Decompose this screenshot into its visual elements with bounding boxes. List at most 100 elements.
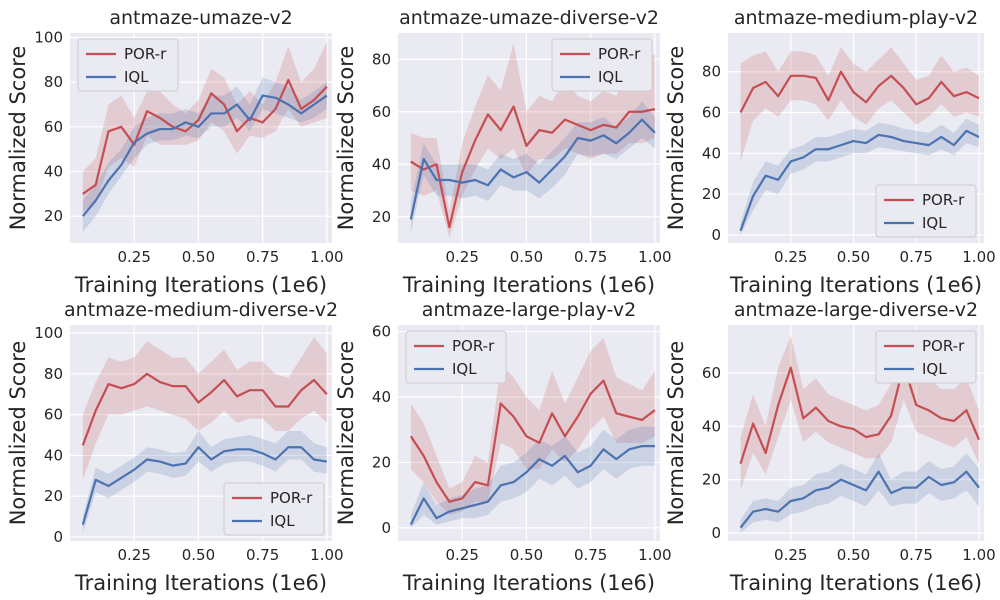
band-iql: [82, 430, 327, 533]
y-tick-label: 80: [702, 63, 721, 81]
band-por-r: [82, 41, 327, 212]
y-tick-label: 20: [44, 487, 63, 505]
legend-label-iql: IQL: [124, 68, 149, 86]
legend: POR-r IQL: [405, 330, 507, 384]
y-tick-label: 40: [44, 446, 63, 464]
x-tick-label: 1.00: [638, 546, 671, 564]
series-line-iql: [81, 446, 328, 526]
x-tick-label: 0.50: [837, 546, 870, 564]
band-iql: [740, 118, 979, 235]
chart-title: antmaze-umaze-diverse-v2: [399, 7, 659, 29]
chart-title: antmaze-large-diverse-v2: [734, 299, 978, 321]
legend-label-iql: IQL: [270, 512, 295, 530]
legend-label-por-r: POR-r: [598, 45, 641, 63]
y-tick-label: 60: [702, 364, 721, 382]
y-axis-label: Normalized Score: [334, 341, 358, 526]
y-tick-label: 60: [372, 103, 391, 121]
x-tick-label: 0.25: [774, 546, 807, 564]
y-tick-label: 80: [44, 73, 63, 91]
x-tick-label: 0.75: [246, 546, 279, 564]
x-tick-label: 0.50: [837, 248, 870, 266]
subplot-3: 0.25 0.50 0.75 1.00 0 20 40 60 80 antmaze-medium-…: [664, 7, 996, 297]
y-tick-label: 60: [702, 104, 721, 122]
series-line-por-r: [739, 70, 980, 114]
x-tick-label: 1.00: [310, 248, 343, 266]
band-por-r: [82, 337, 327, 480]
series-line-iql: [739, 129, 980, 232]
legend-label-por-r: POR-r: [922, 337, 965, 355]
chart-title: antmaze-medium-play-v2: [734, 7, 978, 29]
y-tick-label: 100: [34, 28, 63, 46]
band-iql: [410, 426, 655, 528]
chart-title: antmaze-umaze-v2: [109, 7, 292, 29]
x-tick-label: 1.00: [638, 248, 671, 266]
y-tick-label: 0: [711, 226, 721, 244]
legend-label-iql: IQL: [598, 68, 623, 86]
y-tick-label: 20: [372, 208, 391, 226]
subplot-1: 0.25 0.50 0.75 1.00 20 40 60 80 100 antmaze-umaze…: [6, 7, 344, 297]
x-axis-label: Training Iterations (1e6): [729, 571, 982, 595]
chart-title: antmaze-medium-diverse-v2: [64, 299, 338, 321]
legend-label-por-r: POR-r: [922, 191, 965, 209]
y-tick-label: 20: [44, 207, 63, 225]
legend: POR-r IQL: [875, 330, 977, 384]
y-tick-label: 100: [34, 324, 63, 342]
subplot-2: 0.25 0.50 0.75 1.00 20 40 60 80 antmaze-umaze-di…: [334, 7, 672, 297]
x-tick-label: 0.75: [900, 248, 933, 266]
y-tick-label: 60: [44, 406, 63, 424]
y-axis-label: Normalized Score: [334, 46, 358, 231]
y-axis-label: Normalized Score: [664, 341, 688, 526]
y-tick-label: 80: [44, 365, 63, 383]
y-tick-label: 40: [44, 163, 63, 181]
y-tick-label: 0: [711, 524, 721, 542]
x-axis-label: Training Iterations (1e6): [74, 273, 327, 297]
x-tick-label: 0.75: [574, 248, 607, 266]
x-tick-label: 0.25: [446, 248, 479, 266]
legend: POR-r IQL: [875, 184, 977, 238]
subplot-4: 0.25 0.50 0.75 1.00 0 20 40 60 80 100antmaze-medi…: [6, 299, 344, 595]
band-por-r: [410, 43, 655, 238]
y-tick-label: 20: [702, 185, 721, 203]
series-line-iql: [409, 118, 656, 220]
x-tick-label: 0.50: [510, 546, 543, 564]
series-line-por-r: [81, 372, 328, 446]
x-axis-label: Training Iterations (1e6): [402, 571, 655, 595]
legend: POR-r IQL: [551, 38, 653, 92]
y-tick-label: 60: [372, 323, 391, 341]
subplot-5: 0.25 0.50 0.75 1.00 0 20 40 60 antmaze-large-pla…: [334, 299, 672, 595]
x-tick-label: 0.75: [246, 248, 279, 266]
band-iql: [410, 101, 655, 233]
y-tick-label: 0: [381, 519, 391, 537]
band-por-r: [410, 338, 655, 515]
x-tick-label: 1.00: [962, 546, 995, 564]
legend: POR-r IQL: [223, 482, 325, 536]
legend-label-por-r: POR-r: [452, 337, 495, 355]
x-tick-label: 0.25: [118, 546, 151, 564]
x-tick-label: 0.50: [182, 546, 215, 564]
series-line-por-r: [410, 105, 656, 229]
band-iql: [740, 453, 979, 533]
series-line-iql: [81, 94, 328, 217]
x-axis-label: Training Iterations (1e6): [729, 273, 982, 297]
y-tick-label: 40: [702, 417, 721, 435]
series-line-por-r: [82, 78, 328, 195]
legend-label-por-r: POR-r: [270, 489, 313, 507]
x-tick-label: 1.00: [962, 248, 995, 266]
series-line-por-r: [739, 363, 980, 464]
y-tick-label: 60: [44, 118, 63, 136]
y-tick-label: 20: [372, 453, 391, 471]
y-tick-label: 80: [372, 50, 391, 68]
y-tick-label: 40: [702, 144, 721, 162]
legend-label-por-r: POR-r: [124, 45, 167, 63]
subplot-6: 0.25 0.50 0.75 1.00 0 20 40 60 antmaze-large-div…: [664, 299, 996, 595]
x-axis-label: Training Iterations (1e6): [74, 571, 327, 595]
y-tick-label: 0: [53, 528, 63, 546]
x-axis-label: Training Iterations (1e6): [402, 273, 655, 297]
chart-title: antmaze-large-play-v2: [422, 299, 636, 321]
series-line-iql: [409, 444, 655, 526]
y-tick-label: 20: [702, 471, 721, 489]
y-axis-label: Normalized Score: [664, 46, 688, 231]
x-tick-label: 0.75: [574, 546, 607, 564]
y-axis-label: Normalized Score: [6, 46, 30, 231]
